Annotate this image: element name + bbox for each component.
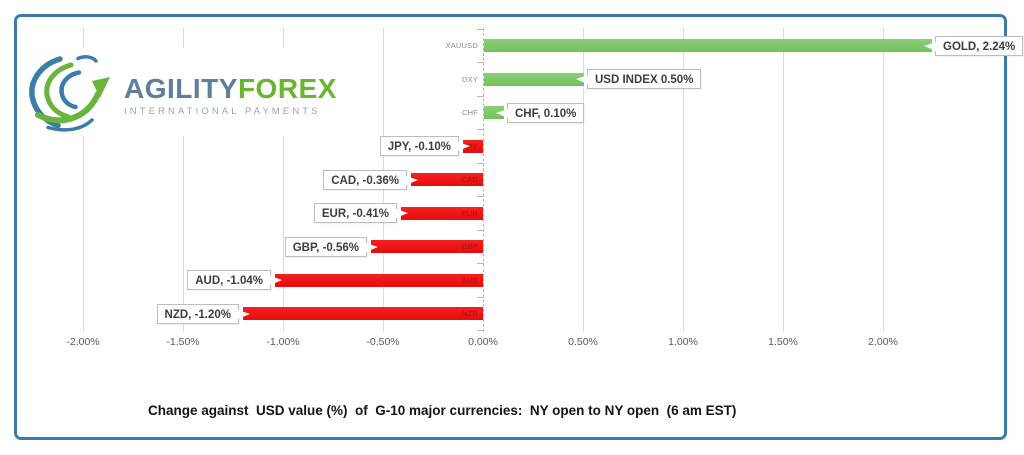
category-axis-tick: [477, 62, 484, 64]
gridline: [783, 28, 784, 332]
category-axis-tick: [477, 330, 484, 332]
category-label-nzd: NZD: [461, 309, 478, 318]
axis-tick-label: 2.00%: [868, 336, 898, 348]
category-label-aud: AUD: [461, 275, 478, 285]
category-axis-tick: [477, 162, 484, 164]
category-axis-tick: [477, 196, 484, 198]
gridline: [583, 28, 584, 332]
callout-pointer: [924, 41, 936, 51]
axis-tick-label: 0.00%: [468, 336, 498, 348]
category-axis-tick: [477, 296, 484, 298]
category-label-cad: CAD: [461, 175, 478, 184]
axis-tick-label: -1.00%: [266, 336, 300, 348]
data-label-jpy: JPY, -0.10%: [379, 136, 470, 156]
category-axis-tick: [477, 28, 484, 30]
category-label-jpy: JPY: [463, 141, 478, 151]
data-label-nzd: NZD, -1.20%: [156, 303, 250, 324]
axis-tick-label: -0.50%: [366, 336, 400, 348]
bar-xauusd: [484, 39, 932, 52]
data-label-xauusd: GOLD, 2.24%: [924, 35, 1024, 56]
gridline: [83, 28, 84, 332]
callout-pointer: [496, 108, 508, 118]
callout-pointer: [366, 242, 378, 252]
data-label-aud: AUD, -1.04%: [187, 270, 282, 290]
bar-nzd: [243, 307, 483, 320]
gridline: [883, 28, 884, 332]
brand-name-forex: FOREX: [237, 73, 337, 104]
agilityforex-logo: AGILITYFOREX INTERNATIONAL PAYMENTS: [26, 48, 336, 136]
brand-tagline: INTERNATIONAL PAYMENTS: [124, 106, 321, 117]
bar-aud: [275, 273, 483, 287]
category-axis-tick: [477, 229, 484, 231]
callout-pointer: [396, 209, 408, 218]
brand-name: AGILITYFOREX: [124, 74, 337, 104]
data-label-eur: EUR, -0.41%: [313, 203, 408, 223]
callout-pointer: [270, 276, 282, 285]
logo-text-block: AGILITYFOREX INTERNATIONAL PAYMENTS: [124, 74, 337, 118]
data-label-chf: CHF, 0.10%: [496, 102, 585, 123]
gridline: [283, 28, 284, 332]
gridline: [683, 28, 684, 332]
category-label-eur: EUR: [461, 208, 478, 218]
callout-pointer: [238, 309, 250, 319]
chart-title: Change against USD value (%) of G-10 maj…: [148, 403, 737, 418]
axis-tick-label: 1.50%: [768, 336, 798, 348]
data-label-gbp: GBP, -0.56%: [284, 236, 378, 257]
category-label-xauusd: XAUUSD: [445, 41, 478, 50]
callout-pointer: [458, 142, 470, 151]
category-axis-tick: [477, 95, 484, 97]
callout-pointer: [406, 175, 418, 185]
bar-dxy: [484, 72, 584, 86]
category-label-chf: CHF: [461, 108, 478, 117]
axis-tick-label: 1.00%: [668, 336, 698, 348]
axis-tick-label: -2.00%: [66, 336, 100, 348]
value-axis-zero-line: [483, 28, 484, 332]
category-axis-tick: [477, 263, 484, 265]
axis-tick-label: 0.50%: [568, 336, 598, 348]
category-label-dxy: DXY: [461, 74, 478, 84]
axis-tick-label: -1.50%: [166, 336, 200, 348]
category-axis-tick: [477, 129, 484, 131]
callout-pointer: [576, 75, 588, 84]
gridline: [183, 28, 184, 332]
bar-cad: [411, 173, 483, 186]
data-label-cad: CAD, -0.36%: [323, 169, 418, 190]
bar-eur: [401, 206, 483, 220]
globe-arrow-icon: [29, 55, 110, 132]
bar-gbp: [371, 240, 483, 253]
brand-name-agility: AGILITY: [124, 73, 238, 104]
data-label-dxy: USD INDEX 0.50%: [576, 69, 702, 89]
category-label-gbp: GBP: [461, 242, 478, 251]
